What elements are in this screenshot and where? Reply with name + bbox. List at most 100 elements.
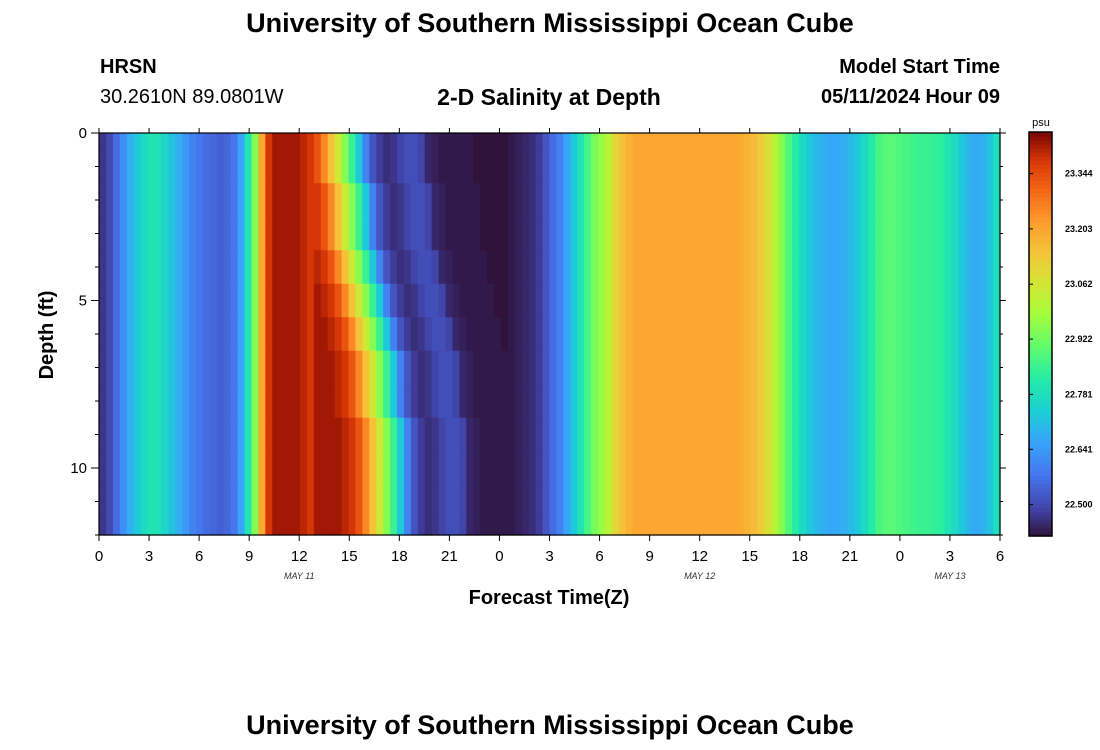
heatmap-cell xyxy=(397,233,405,251)
colorbar-swatch xyxy=(1029,305,1052,311)
heatmap-cell xyxy=(701,468,710,486)
heatmap-cell xyxy=(327,283,336,302)
heatmap-cell xyxy=(320,350,329,369)
colorbar-swatch xyxy=(1029,378,1052,384)
heatmap-cell xyxy=(854,216,862,235)
heatmap-cell xyxy=(140,334,149,352)
heatmap-cell xyxy=(625,451,634,469)
heatmap-cell xyxy=(438,334,447,352)
heatmap-cell xyxy=(674,350,682,369)
heatmap-cell xyxy=(99,334,107,352)
heatmap-cell xyxy=(667,250,675,268)
heatmap-cell xyxy=(473,350,481,369)
heatmap-cell xyxy=(341,133,350,151)
heatmap-cell xyxy=(500,250,509,268)
heatmap-cell xyxy=(500,283,509,302)
heatmap-cell xyxy=(182,484,190,503)
heatmap-cell xyxy=(819,501,828,519)
heatmap-cell xyxy=(313,417,322,436)
heatmap-cell xyxy=(778,200,786,218)
heatmap-cell xyxy=(736,518,745,536)
heatmap-cell xyxy=(286,384,294,402)
heatmap-cell xyxy=(133,367,142,385)
heatmap-cell xyxy=(466,518,474,536)
heatmap-cell xyxy=(161,384,169,402)
heatmap-cell xyxy=(154,133,162,151)
heatmap-cell xyxy=(743,501,752,519)
heatmap-cell xyxy=(965,267,973,285)
heatmap-cell xyxy=(937,451,946,469)
heatmap-cell xyxy=(868,518,876,536)
heatmap-cell xyxy=(729,350,738,369)
heatmap-cell xyxy=(306,233,315,251)
heatmap-cell xyxy=(175,233,183,251)
colorbar-swatch xyxy=(1029,192,1052,198)
heatmap-cell xyxy=(494,216,502,235)
heatmap-cell xyxy=(584,334,592,352)
heatmap-cell xyxy=(965,166,973,184)
heatmap-cell xyxy=(611,501,620,519)
heatmap-cell xyxy=(403,518,412,536)
heatmap-cell xyxy=(390,317,398,335)
heatmap-cell xyxy=(182,283,190,302)
heatmap-cell xyxy=(306,384,315,402)
heatmap-cell xyxy=(528,484,537,503)
heatmap-cell xyxy=(279,183,287,201)
heatmap-cell xyxy=(175,300,183,318)
heatmap-cell xyxy=(209,367,218,385)
heatmap-cell xyxy=(674,451,682,469)
heatmap-cell xyxy=(112,250,121,268)
heatmap-cell xyxy=(369,250,377,268)
heatmap-cell xyxy=(258,434,266,452)
colorbar-swatch xyxy=(1029,430,1052,436)
heatmap-cell xyxy=(514,417,523,436)
heatmap-cell xyxy=(979,451,987,469)
heatmap-cell xyxy=(348,468,357,486)
heatmap-cell xyxy=(882,300,890,318)
heatmap-cell xyxy=(244,166,253,184)
heatmap-cell xyxy=(722,518,731,536)
heatmap-cell xyxy=(819,468,828,486)
heatmap-cell xyxy=(299,350,308,369)
heatmap-cell xyxy=(729,484,738,503)
heatmap-cell xyxy=(611,468,620,486)
heatmap-cell xyxy=(265,401,273,419)
heatmap-cell xyxy=(390,166,398,184)
colorbar-swatch xyxy=(1029,503,1052,509)
heatmap-cell xyxy=(306,367,315,385)
heatmap-cell xyxy=(563,401,571,419)
colorbar-swatch xyxy=(1029,362,1052,367)
heatmap-cell xyxy=(410,317,419,335)
heatmap-cell xyxy=(168,183,176,201)
heatmap-cell xyxy=(258,183,266,201)
heatmap-cell xyxy=(265,267,273,285)
heatmap-cell xyxy=(639,350,648,369)
heatmap-cell xyxy=(549,334,558,352)
heatmap-cell xyxy=(528,216,537,235)
heatmap-cell xyxy=(494,183,502,201)
heatmap-cell xyxy=(175,468,183,486)
heatmap-cell xyxy=(556,250,564,268)
heatmap-cell xyxy=(390,200,398,218)
heatmap-cell xyxy=(882,518,890,536)
heatmap-cell xyxy=(189,183,197,201)
heatmap-cell xyxy=(445,451,454,469)
heatmap-cell xyxy=(660,518,668,536)
heatmap-cell xyxy=(598,401,606,419)
heatmap-cell xyxy=(722,166,731,184)
heatmap-cell xyxy=(833,334,842,352)
heatmap-cell xyxy=(500,300,509,318)
heatmap-cell xyxy=(299,233,308,251)
heatmap-cell xyxy=(154,283,162,302)
heatmap-cell xyxy=(487,484,495,503)
heatmap-cell xyxy=(750,250,759,268)
heatmap-cell xyxy=(126,300,135,318)
heatmap-cell xyxy=(618,216,627,235)
heatmap-cell xyxy=(286,434,294,452)
heatmap-cell xyxy=(778,518,786,536)
heatmap-cell xyxy=(431,183,440,201)
heatmap-cell xyxy=(473,501,481,519)
heatmap-cell xyxy=(965,183,973,201)
heatmap-cell xyxy=(244,484,253,503)
heatmap-cell xyxy=(452,133,460,151)
